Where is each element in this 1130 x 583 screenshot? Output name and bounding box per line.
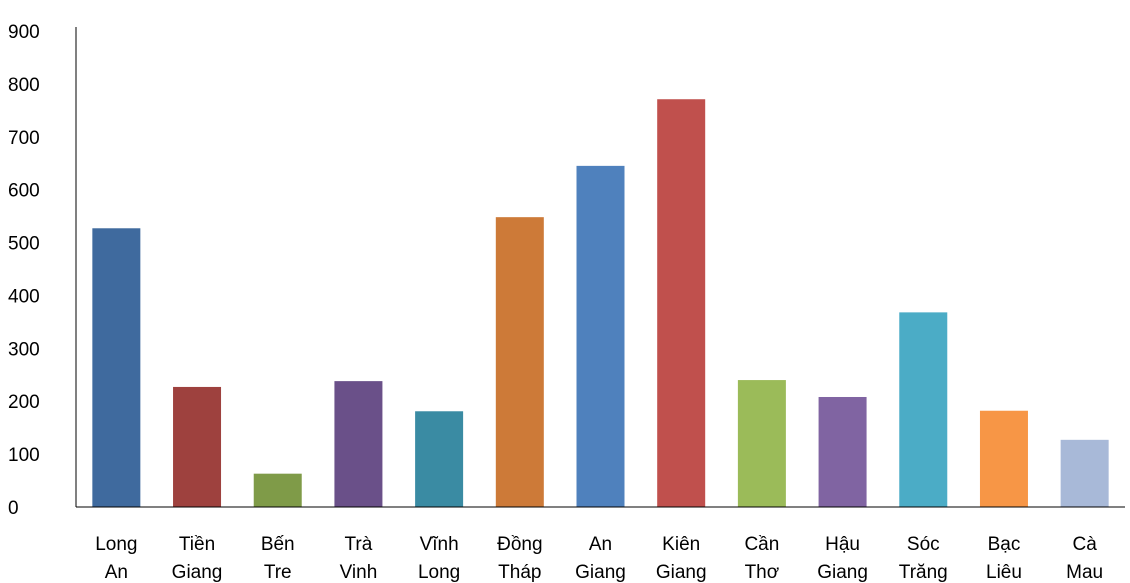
x-category-label: An — [105, 562, 128, 583]
x-category-label: Cà — [1073, 534, 1098, 555]
y-tick-label: 400 — [8, 286, 40, 307]
x-axis-category-labels: Long An Tiền Giang Bến Tre Trà Vinh Vĩnh Long Đồng… — [95, 534, 1103, 583]
bar — [737, 380, 786, 507]
x-category-label: Liêu — [986, 562, 1022, 583]
x-category-label: Thơ — [745, 562, 780, 583]
bar — [415, 411, 464, 507]
bar — [92, 228, 141, 507]
x-category-label: Giang — [172, 562, 223, 583]
x-category-label: Long — [95, 534, 137, 555]
x-category-label: Hậu — [825, 534, 860, 555]
bars — [92, 99, 1109, 507]
y-tick-label: 800 — [8, 75, 40, 96]
y-tick-label: 500 — [8, 234, 40, 255]
bar — [979, 410, 1028, 507]
bar — [899, 312, 948, 507]
y-tick-label: 0 — [8, 498, 19, 519]
x-category-label: Giang — [817, 562, 868, 583]
x-category-label: Đồng — [497, 534, 542, 555]
bar — [334, 381, 383, 507]
x-category-label: Bạc — [988, 534, 1021, 555]
x-category-label: Tiền — [179, 534, 215, 555]
x-category-label: Trà — [345, 534, 373, 555]
x-category-label: Tháp — [498, 562, 541, 583]
x-category-label: Sóc — [907, 534, 940, 555]
x-category-label: Long — [418, 562, 460, 583]
y-tick-label: 300 — [8, 339, 40, 360]
x-category-label: Cần — [744, 534, 779, 555]
x-category-label: Bến — [261, 534, 295, 555]
bar — [253, 473, 302, 507]
x-category-label: An — [589, 534, 612, 555]
x-category-label: Trăng — [899, 562, 948, 583]
bar — [495, 217, 544, 507]
x-category-label: Giang — [656, 562, 707, 583]
y-tick-label: 600 — [8, 181, 40, 202]
x-category-label: Tre — [264, 562, 292, 583]
bar — [1060, 439, 1109, 507]
x-category-label: Vinh — [340, 562, 378, 583]
x-category-label: Giang — [575, 562, 626, 583]
bar — [173, 386, 222, 507]
x-category-label: Kiên — [662, 534, 700, 555]
y-tick-label: 100 — [8, 445, 40, 466]
y-axis-tick-labels: 0 100 200 300 400 500 600 700 800 900 — [8, 22, 40, 519]
x-category-label: Vĩnh — [420, 534, 459, 555]
y-tick-label: 700 — [8, 128, 40, 149]
bar — [818, 396, 867, 507]
y-tick-label: 200 — [8, 392, 40, 413]
bar — [576, 165, 625, 507]
bar — [657, 99, 706, 507]
y-tick-label: 900 — [8, 22, 40, 43]
x-category-label: Mau — [1066, 562, 1103, 583]
